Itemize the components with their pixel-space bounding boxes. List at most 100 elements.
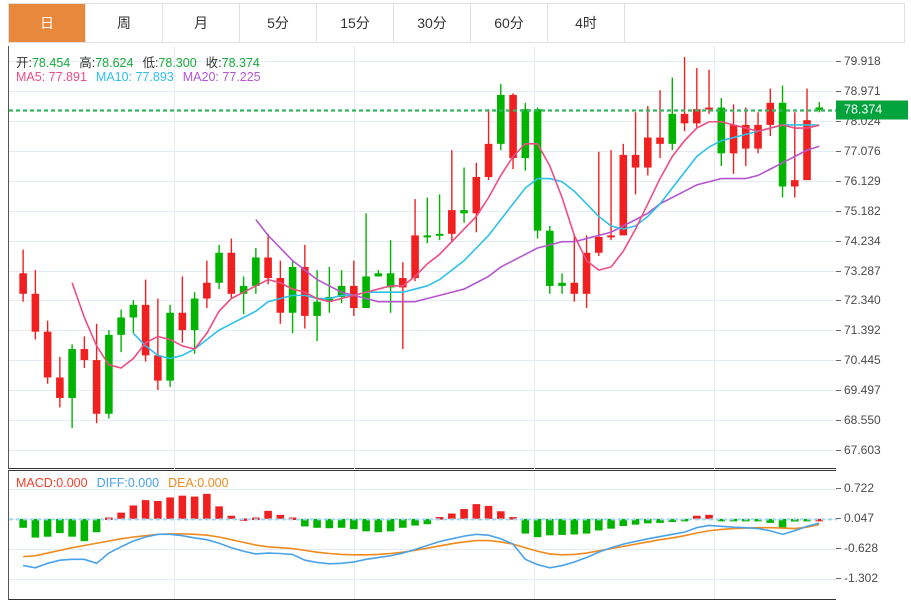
macd-bar [546, 518, 554, 536]
candle [705, 69, 713, 114]
macd-bar [717, 518, 726, 522]
macd-bar [178, 495, 187, 519]
candle [374, 270, 383, 277]
candle [423, 197, 432, 244]
ma10-label: MA10: [95, 70, 133, 84]
close-label: 收: [205, 56, 222, 70]
ma5-value: 77.891 [48, 70, 87, 84]
macd-bar [668, 518, 677, 522]
macd-bar [472, 504, 481, 519]
macd-chart-panel[interactable] [8, 470, 837, 600]
macd-bar [692, 515, 701, 519]
candle [19, 249, 27, 302]
tab-6[interactable]: 30分 [394, 4, 471, 42]
tab-5[interactable]: 15分 [317, 4, 394, 42]
candle [31, 270, 40, 340]
candle [362, 213, 370, 309]
macd-bar [509, 517, 517, 520]
axis-tick [836, 151, 841, 152]
candle [56, 356, 64, 408]
dea-line [23, 523, 820, 558]
price-axis-label: 71.392 [844, 323, 881, 338]
price-axis-label: 72.340 [844, 293, 881, 308]
price-axis-label: 79.918 [844, 54, 881, 69]
price-chart-panel[interactable] [8, 46, 837, 469]
tab-4[interactable]: 5分 [240, 4, 317, 42]
macd-bar [166, 497, 174, 519]
candle [411, 199, 419, 282]
macd-bar [448, 513, 456, 519]
price-axis-label: 70.445 [844, 353, 881, 368]
candle [154, 298, 162, 391]
macd-bar [301, 518, 309, 527]
candle [741, 107, 750, 166]
tab-label: 周 [117, 15, 131, 31]
macd-bar [141, 500, 150, 519]
candle [43, 320, 52, 384]
price-axis-label: 76.129 [844, 173, 881, 188]
axis-tick [836, 578, 841, 579]
tab-8[interactable]: 4时 [548, 4, 625, 42]
ma-line [71, 120, 820, 369]
candle [497, 83, 505, 151]
candle [264, 233, 272, 285]
macd-bar [435, 517, 444, 520]
tab-7[interactable]: 60分 [471, 4, 548, 42]
macd-legend: MACD:0.000 DIFF:0.000 DEA:0.000 [16, 476, 229, 490]
candle [619, 143, 628, 236]
candle [239, 276, 248, 315]
candle [448, 150, 456, 242]
macd-bar [766, 518, 775, 523]
ma20-label: MA20: [182, 70, 219, 84]
dea-label: DEA: [168, 476, 198, 490]
price-axis-label: 77.076 [844, 143, 881, 158]
candle [178, 276, 187, 343]
macd-bar [460, 509, 468, 519]
macd-bar [705, 514, 713, 519]
axis-tick [836, 300, 841, 301]
ma-legend: MA5: 77.891 MA10: 77.893 MA20: 77.225 [16, 70, 261, 84]
tab-1[interactable]: 日 [9, 4, 86, 42]
axis-tick [836, 211, 841, 212]
macd-axis-label: -1.302 [844, 571, 879, 586]
candle [680, 57, 689, 132]
candle [215, 244, 223, 290]
macd-bar [129, 505, 138, 519]
tab-label: 5分 [267, 15, 289, 31]
macd-bar [154, 501, 162, 519]
macd-value: 0.000 [56, 476, 88, 490]
axis-tick [836, 548, 841, 549]
diff-line [22, 522, 820, 569]
candle [92, 323, 101, 424]
tab-3[interactable]: 月 [163, 4, 240, 42]
dea-value: 0.000 [197, 476, 229, 490]
price-axis-label: 74.234 [844, 233, 881, 248]
macd-bar [570, 518, 579, 535]
candle [717, 98, 726, 166]
macd-bar [423, 518, 432, 525]
candle [754, 112, 762, 154]
tab-2[interactable]: 周 [86, 4, 163, 42]
candle [313, 270, 321, 342]
price-chart-svg [9, 46, 837, 469]
macd-bar [386, 518, 395, 532]
price-axis-label: 75.182 [844, 203, 881, 218]
candle [472, 162, 481, 233]
candle [631, 112, 640, 195]
axis-tick [836, 241, 841, 242]
macd-bar [19, 518, 27, 528]
axis-tick [836, 61, 841, 62]
axis-tick [836, 330, 841, 331]
macd-bar [521, 518, 530, 534]
candle [105, 330, 113, 419]
candle [778, 85, 787, 198]
macd-bar [190, 496, 199, 519]
macd-bar [276, 514, 285, 519]
macd-bar [43, 518, 52, 537]
candle [68, 344, 76, 428]
high-value: 78.624 [95, 56, 134, 70]
macd-bar [582, 518, 591, 534]
axis-tick [836, 420, 841, 421]
low-value: 78.300 [158, 56, 197, 70]
close-value: 78.374 [221, 56, 260, 70]
